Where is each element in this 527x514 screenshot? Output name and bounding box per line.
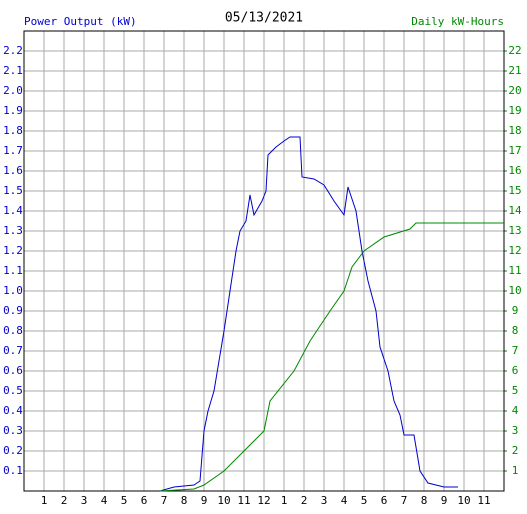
plot-border (23, 30, 505, 492)
y2-tick-label: 15 (508, 184, 521, 197)
x-tick-label: 2 (301, 494, 308, 507)
y-tick-label: 1.0 (3, 284, 23, 297)
y2-tick-label: 6 (512, 364, 519, 377)
x-tick-label: 9 (201, 494, 208, 507)
y2-tick-label: 5 (512, 384, 519, 397)
y2-tick-label: 13 (508, 224, 521, 237)
y2-tick-label: 9 (512, 304, 519, 317)
y-tick-label: 0.6 (3, 364, 23, 377)
y2-axis-label: Daily kW-Hours (411, 15, 504, 28)
y-tick-label: 0.4 (3, 404, 23, 417)
y-tick-label: 1.1 (3, 264, 23, 277)
y-axis-label: Power Output (kW) (24, 15, 137, 28)
x-tick-label: 9 (441, 494, 448, 507)
y-tick-label: 0.8 (3, 324, 23, 337)
y-tick-label: 1.3 (3, 224, 23, 237)
x-tick-label: 12 (257, 494, 270, 507)
y-tick-label: 0.9 (3, 304, 23, 317)
y2-tick-label: 16 (508, 164, 521, 177)
y2-tick-label: 8 (512, 324, 519, 337)
y-tick-label: 0.1 (3, 464, 23, 477)
x-tick-label: 10 (217, 494, 230, 507)
x-tick-label: 3 (81, 494, 88, 507)
y2-tick-label: 14 (508, 204, 522, 217)
y2-tick-label: 10 (508, 284, 521, 297)
x-tick-label: 5 (361, 494, 368, 507)
x-tick-label: 3 (321, 494, 328, 507)
y-tick-label: 2.1 (3, 64, 23, 77)
x-tick-label: 5 (121, 494, 128, 507)
y-tick-label: 1.2 (3, 244, 23, 257)
y2-tick-label: 3 (512, 424, 519, 437)
x-tick-label: 1 (41, 494, 48, 507)
y2-tick-label: 1 (512, 464, 519, 477)
y2-tick-label: 20 (508, 84, 521, 97)
y2-tick-label: 7 (512, 344, 519, 357)
x-tick-label: 2 (61, 494, 68, 507)
x-tick-label: 4 (101, 494, 108, 507)
y2-tick-label: 21 (508, 64, 521, 77)
y-tick-label: 2.0 (3, 84, 23, 97)
y2-tick-label: 12 (508, 244, 521, 257)
y-tick-label: 1.5 (3, 184, 23, 197)
x-tick-label: 4 (341, 494, 348, 507)
x-tick-label: 8 (421, 494, 428, 507)
x-tick-label: 6 (381, 494, 388, 507)
x-tick-label: 10 (457, 494, 470, 507)
y-tick-label: 1.6 (3, 164, 23, 177)
y-tick-label: 1.8 (3, 124, 23, 137)
y-tick-label: 0.5 (3, 384, 23, 397)
series-line (159, 136, 458, 492)
y2-tick-label: 2 (512, 444, 519, 457)
y-tick-label: 0.2 (3, 444, 23, 457)
y-tick-label: 1.7 (3, 144, 23, 157)
y-tick-label: 0.7 (3, 344, 23, 357)
x-tick-label: 7 (401, 494, 408, 507)
x-tick-label: 7 (161, 494, 168, 507)
y2-tick-label: 18 (508, 124, 521, 137)
x-tick-label: 11 (237, 494, 250, 507)
x-tick-label: 11 (477, 494, 490, 507)
y-tick-label: 1.4 (3, 204, 23, 217)
x-tick-label: 6 (141, 494, 148, 507)
y2-tick-label: 4 (512, 404, 519, 417)
chart-title: 05/13/2021 (225, 11, 303, 26)
y2-tick-label: 11 (508, 264, 521, 277)
y2-tick-label: 17 (508, 144, 521, 157)
y-tick-label: 1.9 (3, 104, 23, 117)
y-tick-label: 2.2 (3, 44, 23, 57)
x-tick-label: 1 (281, 494, 288, 507)
series-line (159, 222, 504, 492)
x-tick-label: 8 (181, 494, 188, 507)
y2-tick-label: 19 (508, 104, 521, 117)
y2-tick-label: 22 (508, 44, 521, 57)
y-tick-label: 0.3 (3, 424, 23, 437)
